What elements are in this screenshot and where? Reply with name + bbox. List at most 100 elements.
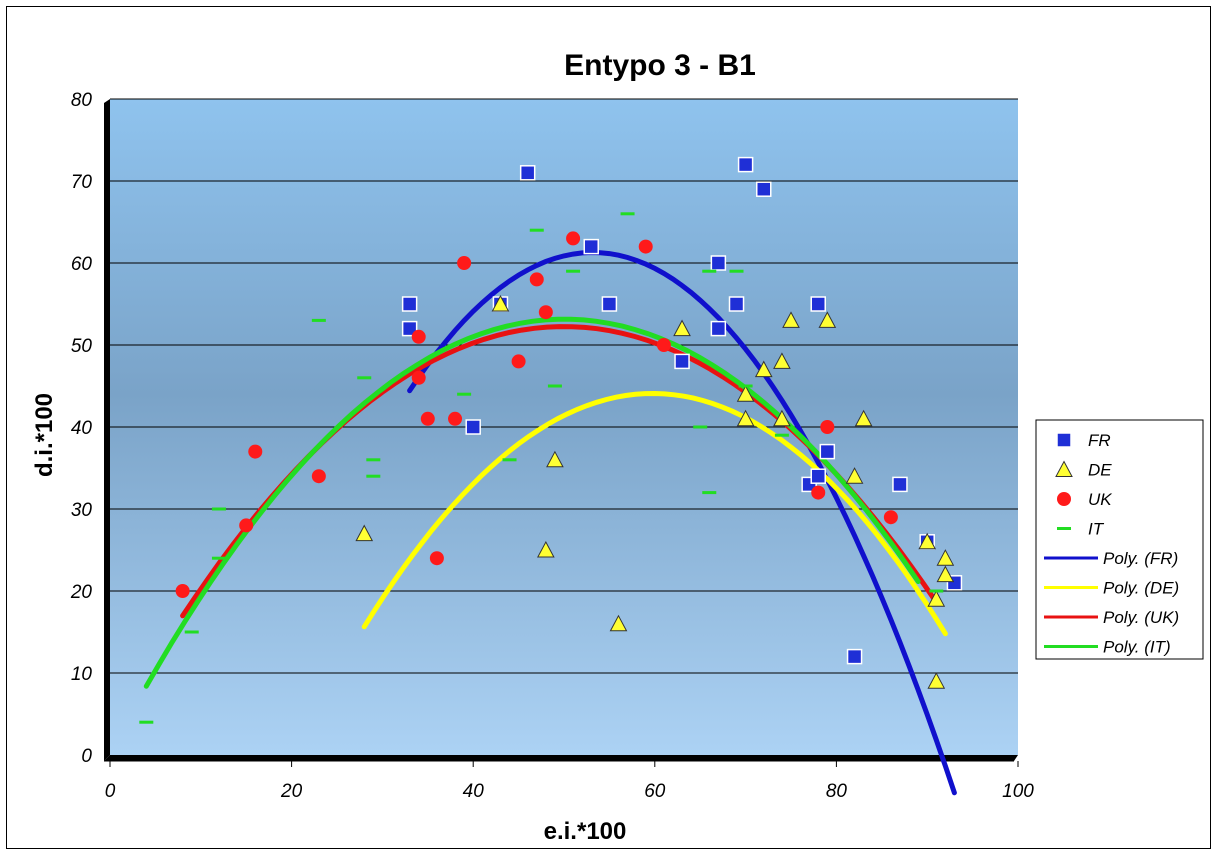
y-tick-label: 20	[70, 582, 93, 603]
legend-symbol-uk	[1057, 492, 1071, 506]
legend-label: Poly. (DE)	[1103, 579, 1179, 598]
chart-frame: Entypo 3 - B1 0 10 20 30 40 50 60 70 80 0 20 40 60 80…	[6, 6, 1211, 849]
legend-symbol-de	[1055, 460, 1073, 477]
data-point-it	[502, 458, 517, 462]
data-point-fr	[401, 296, 418, 312]
data-point-fr	[583, 238, 599, 255]
data-point-de	[754, 360, 773, 378]
data-point-it	[139, 720, 154, 724]
plot-area: 0 10 20 30 40 50 60 70 80 0 20 40 60 80 100	[70, 90, 1034, 802]
x-axis-label: e.i.*100	[544, 818, 627, 845]
trendline-poly-fr	[407, 249, 957, 796]
data-point-it	[702, 491, 717, 495]
legend-label: FR	[1088, 431, 1111, 450]
data-point-de	[355, 524, 374, 542]
plot-floor	[104, 755, 1018, 761]
data-point-uk	[239, 518, 254, 533]
data-point-fr	[728, 296, 745, 312]
data-point-de	[936, 565, 955, 583]
data-point-uk	[311, 469, 326, 484]
data-point-de	[736, 385, 755, 402]
data-point-it	[357, 376, 372, 380]
data-point-it	[620, 212, 635, 216]
data-point-fr	[465, 419, 481, 435]
data-point-de	[854, 409, 873, 427]
data-point-de	[546, 450, 564, 468]
data-point-de	[773, 352, 791, 369]
data-point-de	[773, 409, 791, 427]
data-point-it	[529, 228, 544, 232]
y-tick-label: 60	[71, 254, 93, 275]
data-point-fr	[810, 468, 826, 484]
x-tick-label: 100	[1002, 781, 1034, 802]
y-tick-label: 0	[81, 746, 92, 767]
legend-label: Poly. (FR)	[1103, 549, 1178, 568]
data-point-it	[366, 458, 381, 462]
data-point-uk	[529, 272, 544, 287]
data-point-it	[211, 556, 226, 560]
data-point-fr	[756, 181, 772, 197]
data-point-uk	[411, 329, 426, 344]
data-point-it	[184, 630, 199, 634]
legend-label: Poly. (UK)	[1103, 608, 1179, 627]
data-point-de	[736, 409, 755, 427]
data-point-uk	[248, 444, 263, 459]
x-tick-label: 40	[463, 781, 485, 802]
data-point-it	[366, 474, 381, 478]
data-point-it	[702, 269, 717, 273]
data-point-uk	[811, 485, 826, 500]
x-tick-label: 0	[105, 781, 116, 802]
data-point-fr	[819, 443, 836, 460]
legend-symbol-it	[1057, 527, 1071, 530]
data-point-fr	[846, 648, 863, 665]
legend-label: IT	[1088, 520, 1105, 539]
data-point-it	[929, 589, 944, 593]
data-point-de	[927, 672, 946, 689]
data-point-de	[673, 319, 691, 337]
x-tick-label: 60	[644, 781, 666, 802]
data-point-uk	[420, 411, 435, 426]
y-tick-label: 40	[71, 418, 93, 439]
x-tick-label: 80	[826, 781, 848, 802]
data-point-fr	[519, 165, 536, 181]
data-point-uk	[457, 256, 472, 270]
trendline-poly-de	[361, 390, 948, 637]
y-tick-label: 80	[71, 90, 93, 111]
legend-symbol-fr	[1056, 432, 1072, 448]
data-point-it	[774, 433, 789, 437]
data-point-it	[729, 269, 744, 273]
data-point-it	[211, 507, 226, 511]
y-tick-label: 70	[71, 172, 93, 193]
data-point-de	[609, 614, 628, 632]
data-point-de	[818, 311, 837, 328]
data-point-uk	[538, 305, 553, 320]
data-point-it	[547, 384, 562, 388]
x-tick-label: 20	[280, 781, 303, 802]
data-point-uk	[820, 420, 835, 434]
data-point-de	[845, 467, 864, 484]
data-point-it	[311, 318, 326, 322]
y-axis-label: d.i.*100	[31, 393, 58, 477]
legend-box	[1035, 419, 1204, 660]
y-tick-label: 10	[71, 664, 93, 685]
legend-label: UK	[1088, 490, 1112, 509]
scatter-chart: Entypo 3 - B1 0 10 20 30 40 50 60 70 80 0 20 40 60 80…	[31, 49, 1204, 845]
data-point-de	[491, 294, 510, 312]
y-tick-label: 30	[71, 500, 93, 521]
data-point-fr	[810, 296, 826, 312]
y-tick-label: 50	[71, 336, 93, 357]
data-point-uk	[883, 510, 898, 525]
data-point-uk	[511, 354, 526, 369]
data-point-fr	[674, 353, 690, 370]
data-point-uk	[566, 231, 581, 246]
data-point-uk	[656, 338, 671, 352]
data-point-de	[918, 532, 937, 550]
legend-label: DE	[1088, 461, 1112, 480]
data-point-uk	[638, 239, 653, 254]
data-point-uk	[429, 551, 444, 566]
data-point-it	[738, 384, 753, 388]
data-point-fr	[737, 156, 754, 173]
legend-label: Poly. (IT)	[1103, 638, 1171, 657]
legend: FR DE UK IT Poly. (FR) Poly. (DE) Poly. (UK) Po…	[1035, 419, 1204, 660]
data-point-de	[936, 549, 955, 566]
